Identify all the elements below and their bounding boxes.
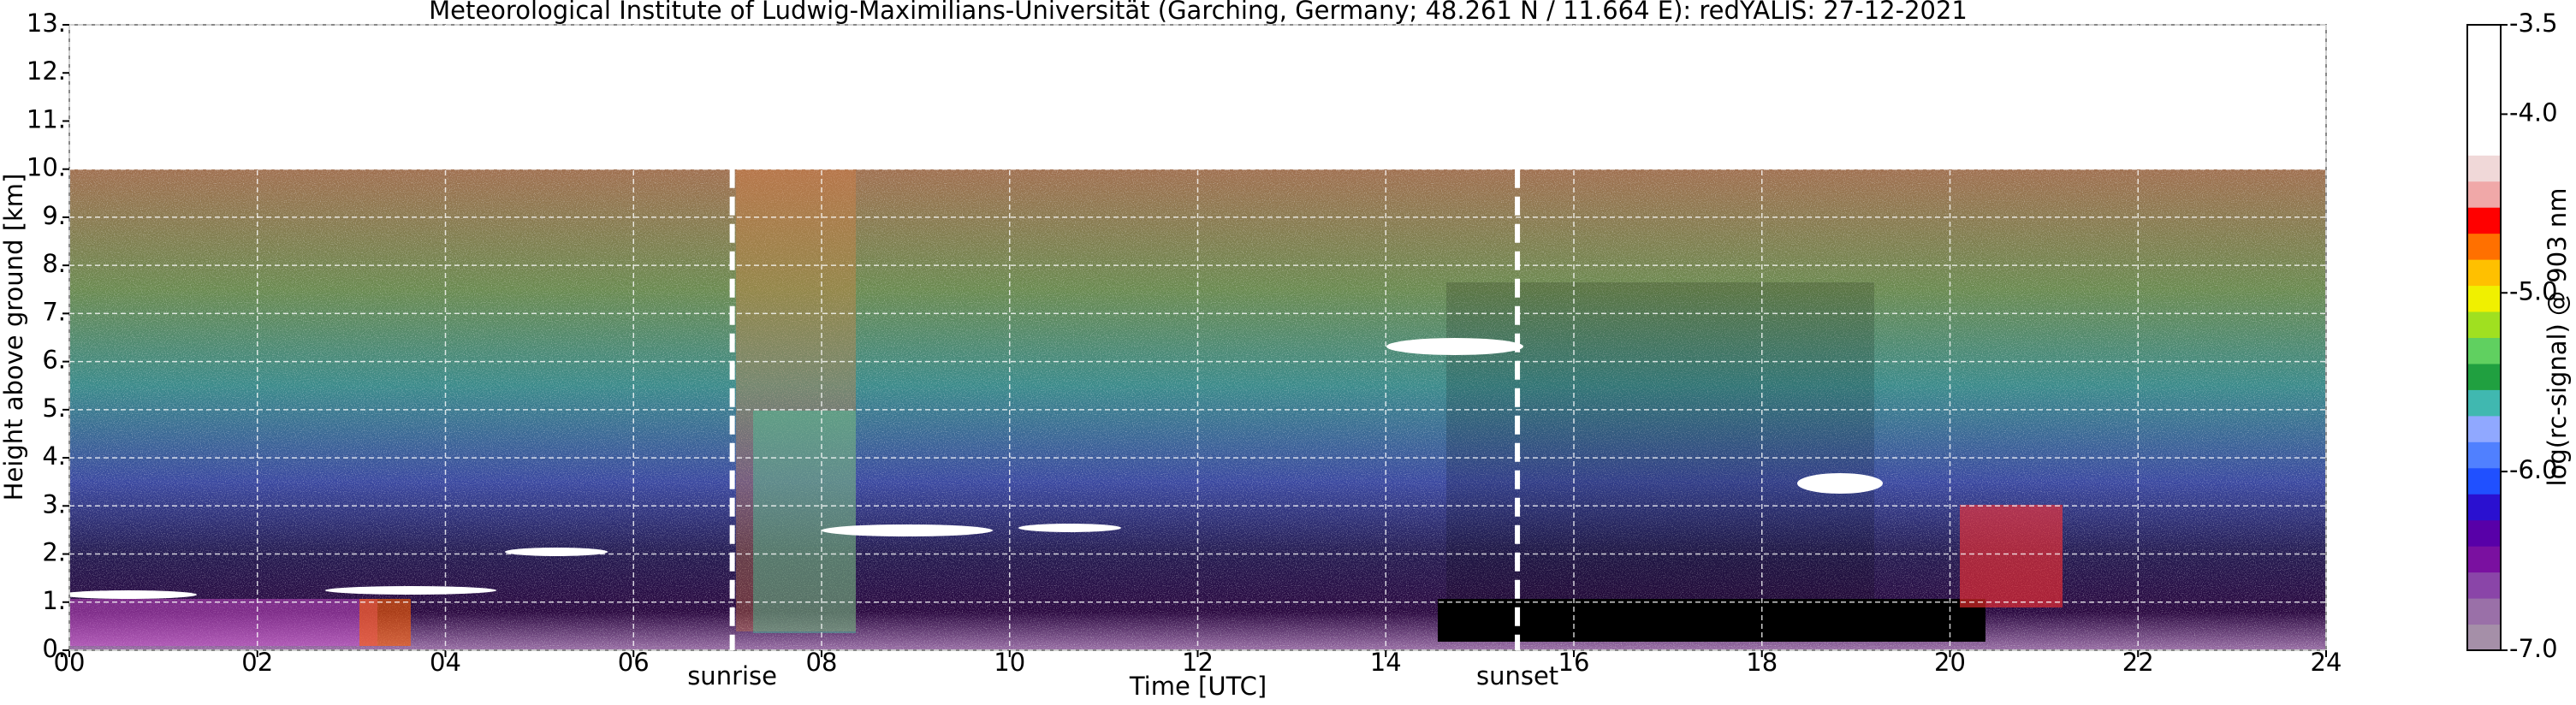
colorbar-swatch — [2467, 624, 2501, 651]
colorbar-tick-label: -5.0 — [2509, 276, 2558, 305]
x-tick-label: 14 — [1370, 648, 1402, 677]
y-tick-label: 13. — [27, 9, 66, 38]
x-tick-label: 08 — [806, 648, 838, 677]
annotation-label: sunrise — [687, 661, 777, 690]
x-tick-label: 18 — [1746, 648, 1778, 677]
colorbar-swatch — [2467, 259, 2501, 287]
x-tick-label: 20 — [1934, 648, 1966, 677]
y-tick-label: 9. — [42, 201, 66, 230]
colorbar-label: log(rc-signal) @ 903 nm — [2543, 188, 2572, 487]
colorbar-tick-label: -6.0 — [2509, 455, 2558, 484]
chart-title: Meteorological Institute of Ludwig-Maxim… — [429, 0, 1968, 25]
colorbar-swatch — [2467, 155, 2501, 182]
colorbar-swatch — [2467, 389, 2501, 417]
y-axis-label: Height above ground [km] — [0, 174, 28, 501]
x-tick-label: 24 — [2311, 648, 2342, 677]
colorbar-swatch — [2467, 467, 2501, 495]
y-tick-label: 0. — [42, 634, 66, 663]
y-tick-label: 7. — [42, 297, 66, 326]
x-tick-label: 06 — [618, 648, 650, 677]
y-tick-label: 12. — [27, 56, 66, 86]
colorbar-swatch — [2467, 441, 2501, 469]
x-tick-label: 16 — [1558, 648, 1590, 677]
colorbar-swatch — [2467, 181, 2501, 208]
x-tick-label: 22 — [2122, 648, 2154, 677]
colorbar-swatch — [2467, 519, 2501, 547]
colorbar-swatch — [2467, 363, 2501, 390]
y-tick-label: 1. — [42, 586, 66, 615]
colorbar-tick-label: -3.5 — [2509, 9, 2558, 38]
colorbar-swatch — [2467, 103, 2501, 130]
y-tick-label: 4. — [42, 441, 66, 471]
x-tick-label: 04 — [430, 648, 461, 677]
colorbar-swatch — [2467, 415, 2501, 442]
colorbar-swatch — [2467, 128, 2501, 156]
x-axis-label: Time [UTC] — [1129, 672, 1267, 701]
y-tick-label: 2. — [42, 538, 66, 567]
colorbar-swatch — [2467, 285, 2501, 312]
colorbar-tick-label: -7.0 — [2509, 634, 2558, 663]
x-tick-label: 02 — [241, 648, 273, 677]
y-tick-label: 3. — [42, 489, 66, 518]
x-tick-label: 00 — [54, 648, 86, 677]
colorbar-swatch — [2467, 494, 2501, 521]
colorbar-frame — [2466, 24, 2502, 651]
x-tick-label: 10 — [994, 648, 1025, 677]
colorbar-swatch — [2467, 546, 2501, 573]
x-tick-label: 12 — [1182, 648, 1214, 677]
colorbar-tick-label: -4.0 — [2509, 98, 2558, 127]
y-tick-label: 5. — [42, 394, 66, 423]
colorbar-swatch — [2467, 233, 2501, 260]
y-tick-label: 10. — [27, 153, 66, 182]
colorbar-swatch — [2467, 311, 2501, 338]
colorbar-swatch — [2467, 76, 2501, 104]
colorbar-swatch — [2467, 25, 2501, 51]
colorbar-swatch — [2467, 572, 2501, 599]
y-tick-label: 11. — [27, 104, 66, 133]
colorbar-swatch — [2467, 50, 2501, 78]
colorbar-swatch — [2467, 207, 2501, 234]
colorbar-swatch — [2467, 337, 2501, 364]
y-tick-label: 6. — [42, 346, 66, 375]
y-tick-label: 8. — [42, 249, 66, 278]
colorbar-swatch — [2467, 598, 2501, 625]
annotation-label: sunset — [1476, 661, 1558, 690]
